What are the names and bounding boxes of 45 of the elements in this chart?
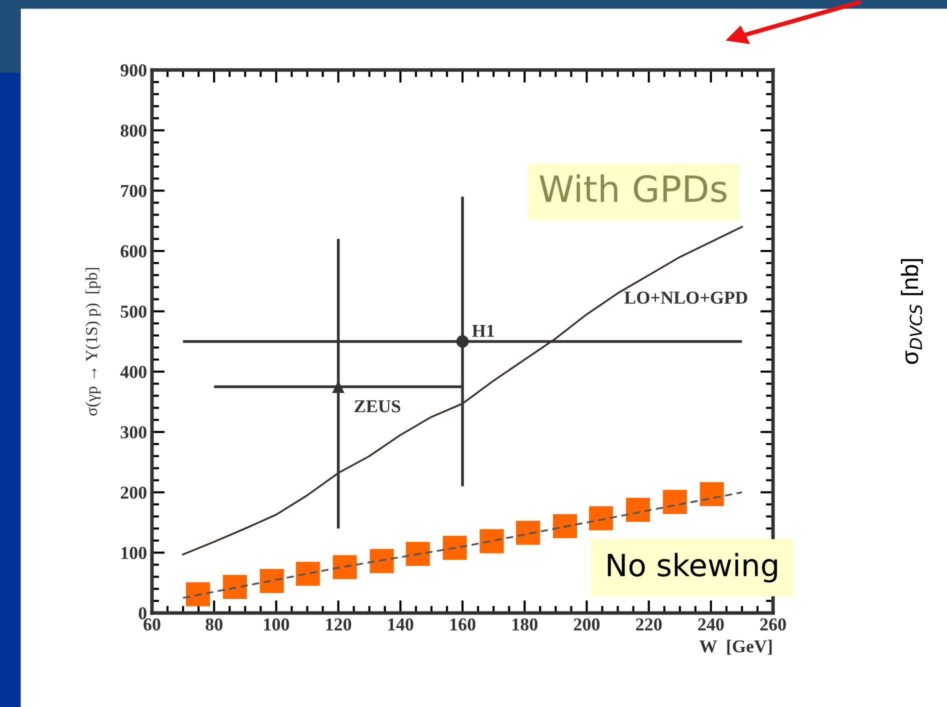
point <box>186 582 210 606</box>
y-tick-label: 500 <box>120 306 146 318</box>
y-tick-label: 800 <box>120 124 146 137</box>
point <box>222 575 247 600</box>
y-tick-label: 900 <box>120 64 146 76</box>
point <box>516 520 540 545</box>
text: σ$_{DVCS}$ [nb] <box>900 259 923 364</box>
y-axis-title: σ(γp → Υ(1S) p) [pb] <box>85 268 101 416</box>
point <box>662 490 687 514</box>
point <box>260 568 284 594</box>
point <box>332 555 357 580</box>
x-tick-label: 120 <box>326 618 352 631</box>
x-tick-label: 220 <box>636 618 662 631</box>
y-tick-label: 700 <box>121 184 146 198</box>
x-tick-label: 140 <box>388 618 414 631</box>
annotation: With GPDs <box>540 174 726 202</box>
x-tick-label: 160 <box>450 618 476 631</box>
annotation: No skewing <box>608 552 777 583</box>
x-tick-label: 60 <box>144 618 160 631</box>
y-tick-label: 600 <box>120 245 146 258</box>
x-tick-label: 100 <box>264 618 290 631</box>
point <box>456 335 469 348</box>
x-tick-label: 260 <box>760 618 786 631</box>
point <box>626 498 650 522</box>
annotation: H1 <box>472 324 494 337</box>
y-tick-label: 400 <box>120 366 146 378</box>
point <box>442 536 467 560</box>
point <box>588 506 614 530</box>
point <box>406 542 430 566</box>
point <box>700 482 724 506</box>
annotation: ZEUS <box>354 400 400 412</box>
x-axis-title: W [GeV] <box>699 640 772 655</box>
x-tick-label: 80 <box>206 618 222 631</box>
point <box>296 562 320 586</box>
x-tick-label: 180 <box>512 618 538 631</box>
point <box>552 514 578 538</box>
point <box>370 549 394 574</box>
y-tick-label: 200 <box>120 486 146 499</box>
y-tick-label: 100 <box>121 546 146 560</box>
annotation: LO+NLO+GPD <box>624 292 748 304</box>
y-tick-label: 300 <box>120 426 146 438</box>
x-tick-label: 240 <box>698 618 724 631</box>
x-tick-label: 200 <box>574 618 600 631</box>
point <box>480 529 504 554</box>
y-tick-label: 0 <box>138 607 146 620</box>
